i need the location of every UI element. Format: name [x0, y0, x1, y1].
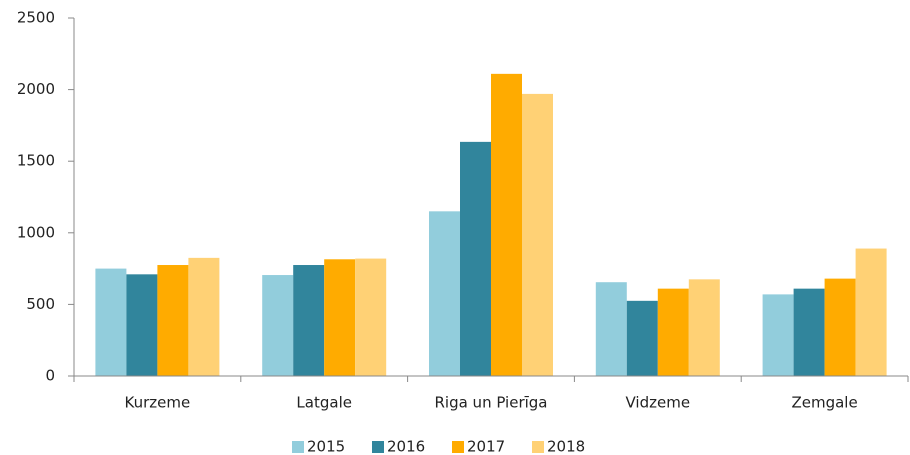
y-tick-label: 500: [26, 295, 55, 313]
bar: [355, 258, 387, 376]
bar: [522, 93, 553, 377]
bar: [262, 275, 294, 376]
bar: [157, 265, 189, 376]
x-tick-label: Riga un Pierīga: [434, 394, 547, 412]
legend-label: 2018: [547, 438, 585, 455]
bar: [324, 259, 356, 376]
bar: [188, 257, 220, 376]
bar: [95, 268, 127, 376]
y-tick-label: 1000: [17, 223, 55, 241]
y-tick-label: 2500: [17, 9, 55, 27]
legend-swatch: [372, 441, 384, 453]
x-tick-label: Vidzeme: [626, 394, 691, 412]
bar: [688, 279, 720, 376]
x-tick-label: Zemgale: [791, 394, 857, 412]
y-tick-label: 1500: [17, 152, 55, 170]
bar: [293, 265, 325, 376]
bar: [657, 288, 689, 376]
bar: [793, 288, 825, 376]
bar: [491, 73, 522, 377]
bar: [855, 248, 887, 376]
bar: [824, 278, 856, 376]
y-tick-label: 2000: [17, 80, 55, 98]
bar: [460, 141, 491, 376]
x-tick-label: Latgale: [296, 394, 352, 412]
y-tick-label: 0: [45, 367, 55, 385]
legend-swatch: [452, 441, 464, 453]
legend-label: 2015: [307, 438, 345, 455]
x-tick-label: Kurzeme: [125, 394, 191, 412]
bar: [626, 300, 658, 376]
bar: [595, 282, 627, 376]
bar: [126, 274, 158, 376]
legend-swatch: [532, 441, 544, 453]
legend-label: 2016: [387, 438, 425, 455]
bar: [762, 294, 794, 376]
legend-label: 2017: [467, 438, 505, 455]
bar: [429, 211, 460, 376]
legend-swatch: [292, 441, 304, 453]
